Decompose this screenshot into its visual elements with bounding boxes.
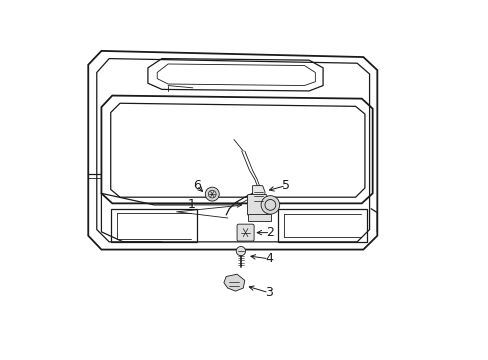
Text: 3: 3 [264, 286, 272, 299]
Text: 5: 5 [281, 179, 289, 192]
FancyBboxPatch shape [248, 214, 270, 221]
Text: 2: 2 [266, 226, 274, 239]
FancyBboxPatch shape [237, 224, 254, 241]
FancyBboxPatch shape [247, 194, 266, 215]
Text: 4: 4 [264, 252, 272, 265]
Circle shape [236, 247, 245, 256]
Circle shape [205, 187, 219, 201]
Circle shape [261, 195, 279, 214]
Text: 6: 6 [192, 179, 200, 192]
Text: 1: 1 [187, 198, 195, 211]
Polygon shape [224, 274, 244, 291]
Polygon shape [252, 186, 264, 203]
